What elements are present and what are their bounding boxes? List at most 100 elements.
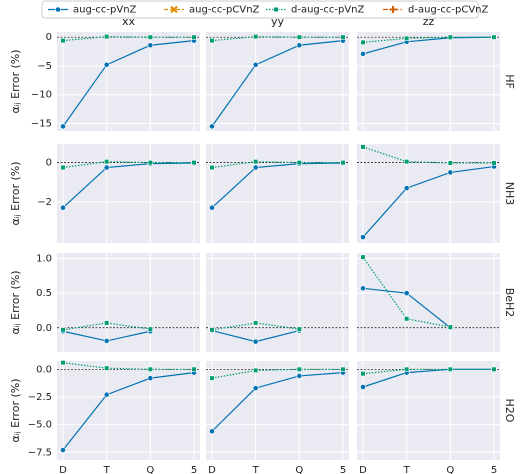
series-line	[362, 368, 494, 375]
legend-label: d-aug-cc-pCVnZ	[408, 5, 488, 16]
legend: aug-cc-pVnZ aug-cc-pCVnZ d-aug-cc-pVnZ d-au…	[41, 0, 488, 19]
marker	[103, 164, 110, 171]
marker	[60, 447, 66, 453]
series-line	[211, 162, 344, 209]
series-line	[362, 36, 494, 43]
marker	[60, 38, 66, 44]
marker	[60, 327, 66, 333]
marker	[447, 169, 454, 176]
y-tick-label: −10	[31, 90, 52, 101]
marker	[147, 326, 153, 332]
y-axis-label: αᵢⱼ Error (%)	[9, 50, 22, 114]
x-tick-label: Q	[146, 465, 154, 474]
marker	[209, 428, 215, 435]
marker	[147, 366, 153, 372]
plot-background	[206, 144, 349, 243]
series-line	[62, 162, 195, 209]
y-tick-label: 0	[46, 158, 52, 169]
y-tick-label: 0.5	[36, 288, 52, 299]
plot-background	[206, 253, 349, 352]
marker	[404, 366, 410, 372]
marker	[191, 34, 197, 40]
plot-background	[357, 253, 500, 352]
x-tick-label: D	[59, 465, 67, 474]
series-line	[362, 165, 495, 238]
marker	[252, 385, 259, 392]
marker	[404, 35, 410, 41]
marker	[360, 234, 366, 241]
marker	[60, 164, 66, 171]
marker	[360, 50, 366, 57]
marker	[296, 34, 302, 40]
series-line	[211, 368, 343, 379]
marker	[60, 360, 66, 366]
y-axis-label: αᵢⱼ Error (%)	[9, 379, 22, 443]
series-line	[62, 372, 195, 451]
marker	[340, 366, 346, 372]
marker	[209, 164, 215, 171]
row-label: HF	[503, 74, 516, 89]
marker	[360, 144, 366, 150]
marker	[404, 159, 410, 165]
marker	[447, 160, 453, 166]
marker	[404, 316, 410, 322]
y-axis-label: αᵢⱼ Error (%)	[9, 271, 22, 335]
plot-background	[57, 361, 200, 460]
row-label: H2O	[503, 399, 516, 423]
marker	[253, 159, 259, 165]
x-tick-label: Q	[295, 465, 303, 474]
marker	[360, 254, 366, 260]
marker	[103, 61, 110, 68]
legend-marker	[170, 5, 178, 14]
marker	[403, 185, 410, 192]
y-tick-label: 0.0	[36, 364, 52, 375]
legend-label: aug-cc-pCVnZ	[189, 5, 260, 16]
legend-label: aug-cc-pVnZ	[73, 5, 137, 16]
series-line	[211, 40, 344, 127]
y-tick-label: 0.0	[36, 323, 52, 334]
marker	[491, 160, 497, 166]
marker	[252, 164, 259, 171]
x-tick-label: T	[403, 465, 411, 474]
plot-background	[57, 32, 200, 131]
marker	[104, 320, 110, 326]
plot-background	[357, 32, 500, 131]
column-title: zz	[423, 15, 435, 28]
marker	[147, 42, 154, 49]
marker	[360, 285, 366, 292]
x-tick-label: 5	[491, 465, 497, 474]
x-tick-label: T	[103, 465, 111, 474]
marker	[104, 34, 110, 40]
x-tick-label: 5	[191, 465, 197, 474]
x-tick-label: 5	[340, 465, 346, 474]
marker	[103, 338, 110, 344]
series-line	[62, 362, 194, 370]
plot-background	[57, 144, 200, 243]
marker	[252, 338, 259, 345]
marker	[104, 159, 110, 165]
y-tick-label: −5	[37, 61, 52, 72]
marker	[296, 326, 302, 332]
plot-background	[357, 361, 500, 460]
marker	[491, 366, 497, 372]
x-tick-label: Q	[446, 465, 454, 474]
marker	[252, 61, 259, 68]
marker	[60, 204, 66, 211]
plot-background	[206, 32, 349, 131]
y-tick-label: −2.5	[28, 392, 52, 403]
y-tick-label: −7.5	[28, 447, 52, 458]
marker	[296, 373, 303, 379]
marker	[191, 160, 197, 166]
series-line	[62, 40, 195, 127]
marker	[209, 204, 215, 211]
x-tick-label: D	[208, 465, 216, 474]
marker	[209, 38, 215, 44]
legend-label: d-aug-cc-pVnZ	[291, 5, 365, 16]
marker	[403, 290, 410, 297]
marker	[209, 123, 215, 130]
marker	[447, 366, 453, 372]
marker	[340, 160, 346, 166]
marker	[296, 160, 302, 166]
